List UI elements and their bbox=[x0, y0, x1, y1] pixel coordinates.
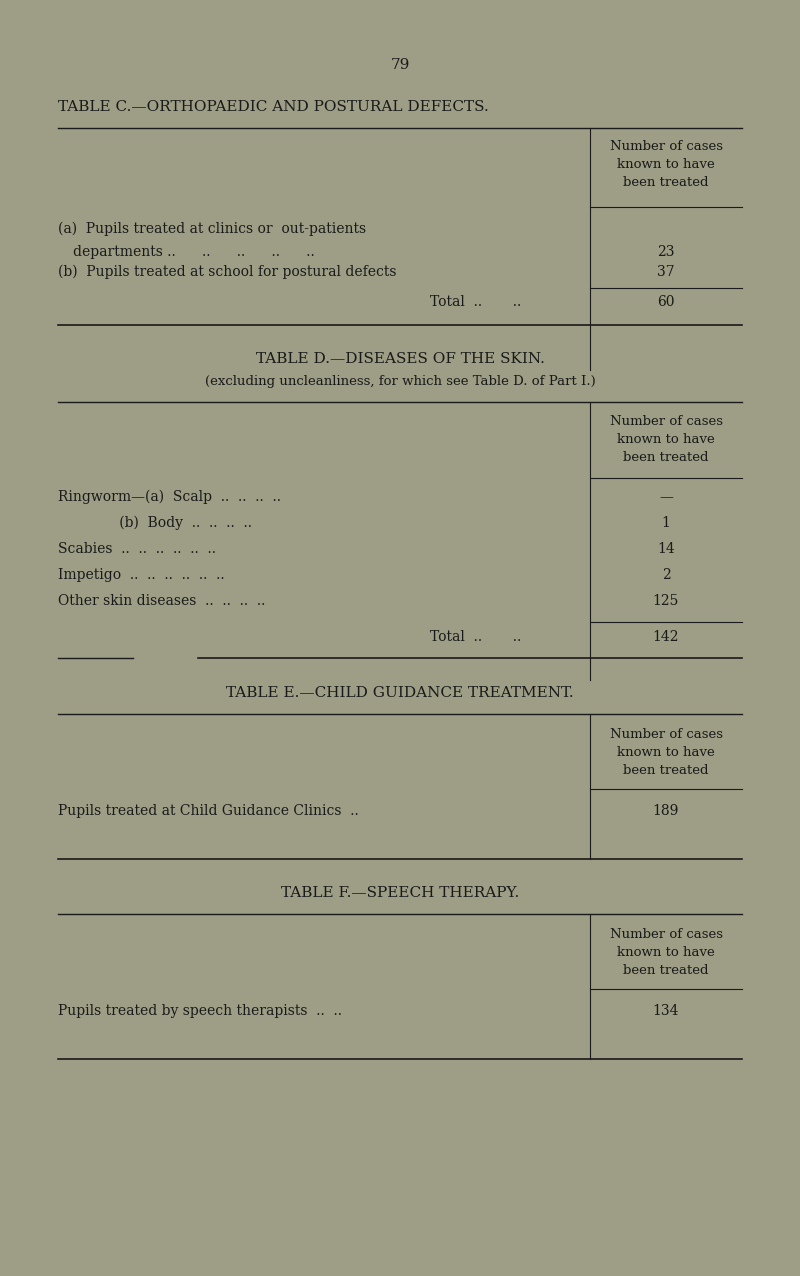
Text: 79: 79 bbox=[390, 57, 410, 71]
Text: Pupils treated at Child Guidance Clinics  ..: Pupils treated at Child Guidance Clinics… bbox=[58, 804, 358, 818]
Text: Number of cases
known to have
been treated: Number of cases known to have been treat… bbox=[610, 415, 722, 464]
Text: 134: 134 bbox=[653, 1004, 679, 1018]
Text: departments ..      ..      ..      ..      ..: departments .. .. .. .. .. bbox=[73, 245, 314, 259]
Text: Other skin diseases  ..  ..  ..  ..: Other skin diseases .. .. .. .. bbox=[58, 595, 266, 607]
Text: TABLE D.—DISEASES OF THE SKIN.: TABLE D.—DISEASES OF THE SKIN. bbox=[255, 352, 545, 366]
Text: Ringworm—(a)  Scalp  ..  ..  ..  ..: Ringworm—(a) Scalp .. .. .. .. bbox=[58, 490, 281, 504]
Text: (b)  Body  ..  ..  ..  ..: (b) Body .. .. .. .. bbox=[58, 516, 252, 531]
Text: Number of cases
known to have
been treated: Number of cases known to have been treat… bbox=[610, 140, 722, 189]
Text: 189: 189 bbox=[653, 804, 679, 818]
Text: Number of cases
known to have
been treated: Number of cases known to have been treat… bbox=[610, 729, 722, 777]
Text: 37: 37 bbox=[657, 265, 675, 279]
Text: 1: 1 bbox=[662, 516, 670, 530]
Text: 142: 142 bbox=[653, 630, 679, 644]
Text: Number of cases
known to have
been treated: Number of cases known to have been treat… bbox=[610, 928, 722, 977]
Text: TABLE C.—ORTHOPAEDIC AND POSTURAL DEFECTS.: TABLE C.—ORTHOPAEDIC AND POSTURAL DEFECT… bbox=[58, 100, 489, 114]
Text: 60: 60 bbox=[658, 295, 674, 309]
Text: TABLE F.—SPEECH THERAPY.: TABLE F.—SPEECH THERAPY. bbox=[281, 886, 519, 900]
Text: Total  ..       ..: Total .. .. bbox=[430, 630, 522, 644]
Text: 14: 14 bbox=[657, 542, 675, 556]
Text: 2: 2 bbox=[662, 568, 670, 582]
Text: Pupils treated by speech therapists  ..  ..: Pupils treated by speech therapists .. .… bbox=[58, 1004, 342, 1018]
Text: (a)  Pupils treated at clinics or  out-patients: (a) Pupils treated at clinics or out-pat… bbox=[58, 222, 366, 236]
Text: (excluding uncleanliness, for which see Table D. of Part I.): (excluding uncleanliness, for which see … bbox=[205, 375, 595, 388]
Text: Total  ..       ..: Total .. .. bbox=[430, 295, 522, 309]
Text: 23: 23 bbox=[658, 245, 674, 259]
Text: —: — bbox=[659, 490, 673, 504]
Text: Scabies  ..  ..  ..  ..  ..  ..: Scabies .. .. .. .. .. .. bbox=[58, 542, 216, 556]
Text: Impetigo  ..  ..  ..  ..  ..  ..: Impetigo .. .. .. .. .. .. bbox=[58, 568, 225, 582]
Text: 125: 125 bbox=[653, 595, 679, 607]
Text: (b)  Pupils treated at school for postural defects: (b) Pupils treated at school for postura… bbox=[58, 265, 397, 279]
Text: TABLE E.—CHILD GUIDANCE TREATMENT.: TABLE E.—CHILD GUIDANCE TREATMENT. bbox=[226, 686, 574, 701]
